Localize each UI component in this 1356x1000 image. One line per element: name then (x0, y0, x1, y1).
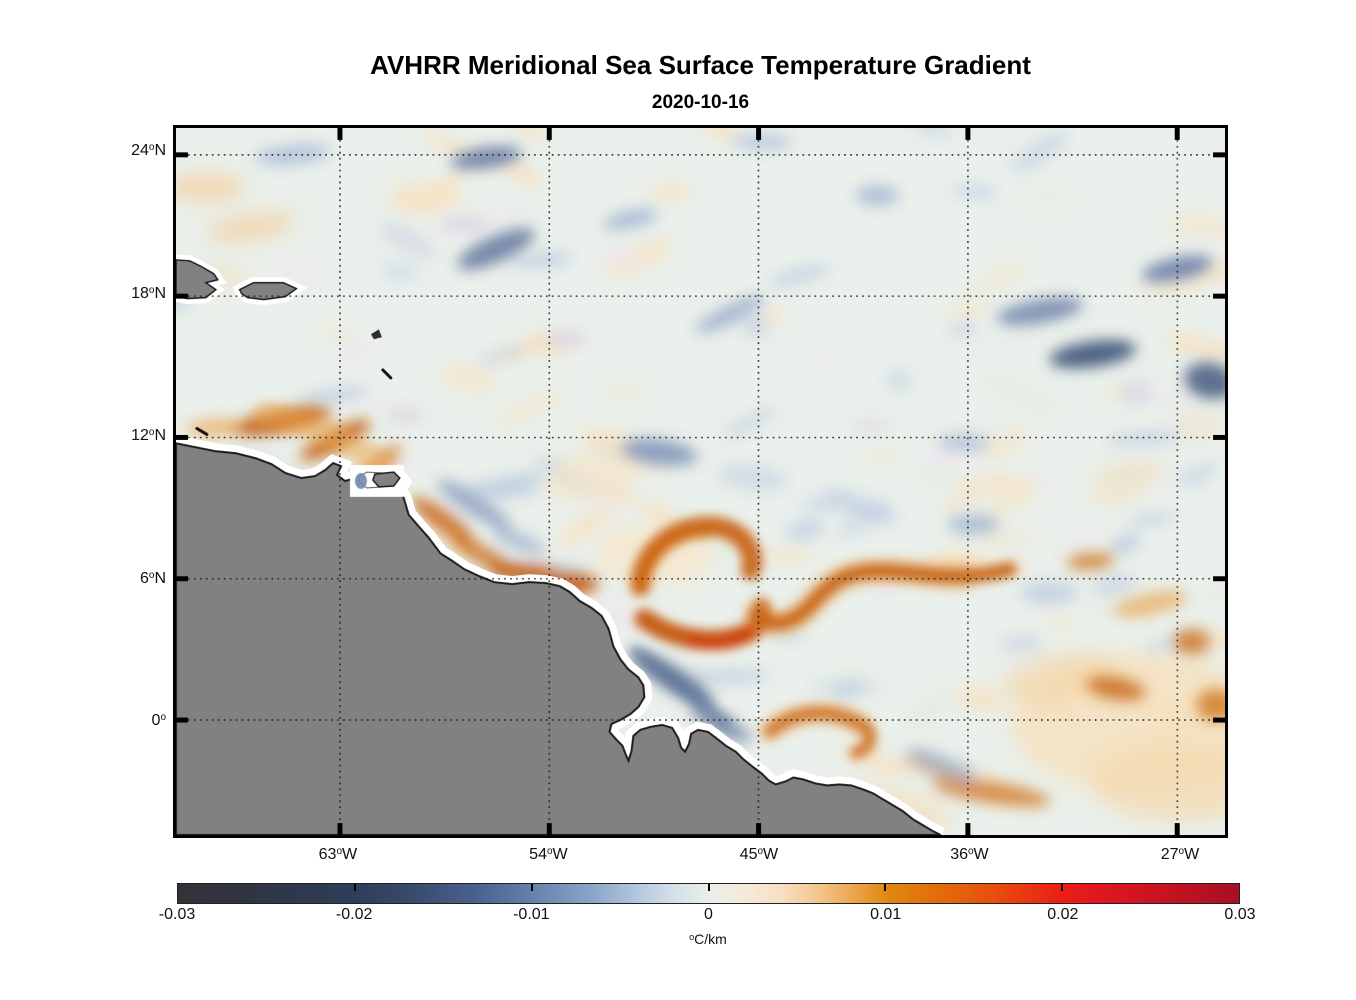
small-island-mark (195, 426, 209, 436)
colorbar (177, 883, 1240, 904)
y-tick-label: 6oN (139, 569, 166, 587)
gradient-feature-blob (451, 536, 512, 573)
graticule (176, 128, 1225, 835)
colorbar-tick-label: 0 (704, 906, 713, 923)
y-tick-label: 12oN (131, 427, 166, 445)
colorbar-tick (884, 884, 887, 891)
colorbar-tick-label: -0.01 (513, 906, 550, 923)
gradient-feature-blob (1174, 416, 1225, 435)
trinidad-island (372, 471, 401, 488)
gradient-feature-blob (852, 418, 892, 433)
gradient-feature-blob (932, 778, 1051, 807)
colorbar-tick-label: 0.03 (1224, 906, 1256, 923)
gradient-feature-blob (603, 208, 658, 230)
y-tick-label: 24oN (131, 142, 166, 160)
x-tick-label: 54oW (529, 846, 568, 863)
gradient-feature-blob (1090, 742, 1225, 823)
x-tick-label: 27oW (1160, 846, 1200, 863)
gradient-feature-blob (544, 449, 643, 501)
gradient-feature-blob (999, 635, 1044, 652)
figure-subtitle: 2020-10-16 (651, 92, 750, 113)
gradient-feature-blob (176, 173, 246, 202)
gradient-feature-blob (384, 408, 425, 423)
gradient-feature-blob (1049, 339, 1137, 369)
gradient-feature-blob (1184, 362, 1225, 400)
colorbar-tick (1061, 884, 1064, 891)
x-tick-label: 45oW (739, 846, 779, 863)
gradient-feature-blob (695, 296, 765, 333)
colorbar-tick-label: 0.01 (870, 906, 902, 923)
gradient-feature-blob (254, 144, 330, 166)
sst-gradient-map (176, 128, 1225, 835)
gradient-feature-blob (1097, 464, 1165, 486)
y-tick-label: 18oN (131, 284, 166, 302)
gradient-feature-blob (937, 433, 990, 452)
gulf-data-pixel (354, 473, 367, 489)
gradient-feature-blob (457, 228, 535, 270)
y-tick-label: 0o (151, 712, 166, 730)
gradient-feature-blob (855, 185, 899, 206)
gradient-feature-blob (1086, 676, 1146, 701)
figure-title: AVHRR Meridional Sea Surface Temperature… (370, 50, 1031, 80)
gradient-feature-bands (252, 402, 1017, 760)
gradient-feature-blob (947, 514, 1000, 535)
gradient-feature-blob (437, 479, 512, 530)
colorbar-tick (707, 884, 710, 891)
gradient-feature-blob (450, 146, 522, 169)
gradient-feature-blob (543, 331, 588, 348)
gradient-feature-blob (1196, 689, 1225, 721)
colorbar-tick (530, 884, 533, 891)
gradient-feature-blob (440, 216, 489, 233)
gradient-feature-blob (622, 438, 698, 467)
gradient-feature-blob (802, 497, 843, 512)
gradient-feature-blob (1002, 651, 1120, 705)
colorbar-tick (353, 884, 356, 891)
map-plot (173, 125, 1228, 838)
gradient-feature-blob (411, 497, 474, 545)
gradient-feature-blob (1113, 590, 1188, 618)
gradient-feature-blob (1174, 628, 1211, 655)
gradient-feature-blob (1066, 553, 1115, 570)
small-island (370, 329, 382, 340)
puerto-rico-island (238, 281, 298, 301)
x-tick-label: 36oW (950, 846, 989, 863)
axis-ticks (176, 128, 1225, 835)
colorbar-tick-label: -0.02 (335, 906, 373, 923)
gradient-feature-blob (732, 133, 793, 150)
gradient-feature-blob (1142, 255, 1213, 282)
x-tick-label: 63oW (318, 846, 358, 863)
gradient-feature-blob (996, 297, 1084, 326)
colorbar-tick-label: -0.03 (158, 906, 196, 923)
small-island-mark (381, 368, 393, 380)
colorbar-tick-label: 0.02 (1047, 906, 1079, 923)
gradient-feature-blob (206, 212, 295, 243)
colorbar-unit-label: oC/km (689, 931, 727, 947)
gradient-feature-blob (906, 747, 977, 782)
gradient-feature-blob (493, 528, 546, 555)
